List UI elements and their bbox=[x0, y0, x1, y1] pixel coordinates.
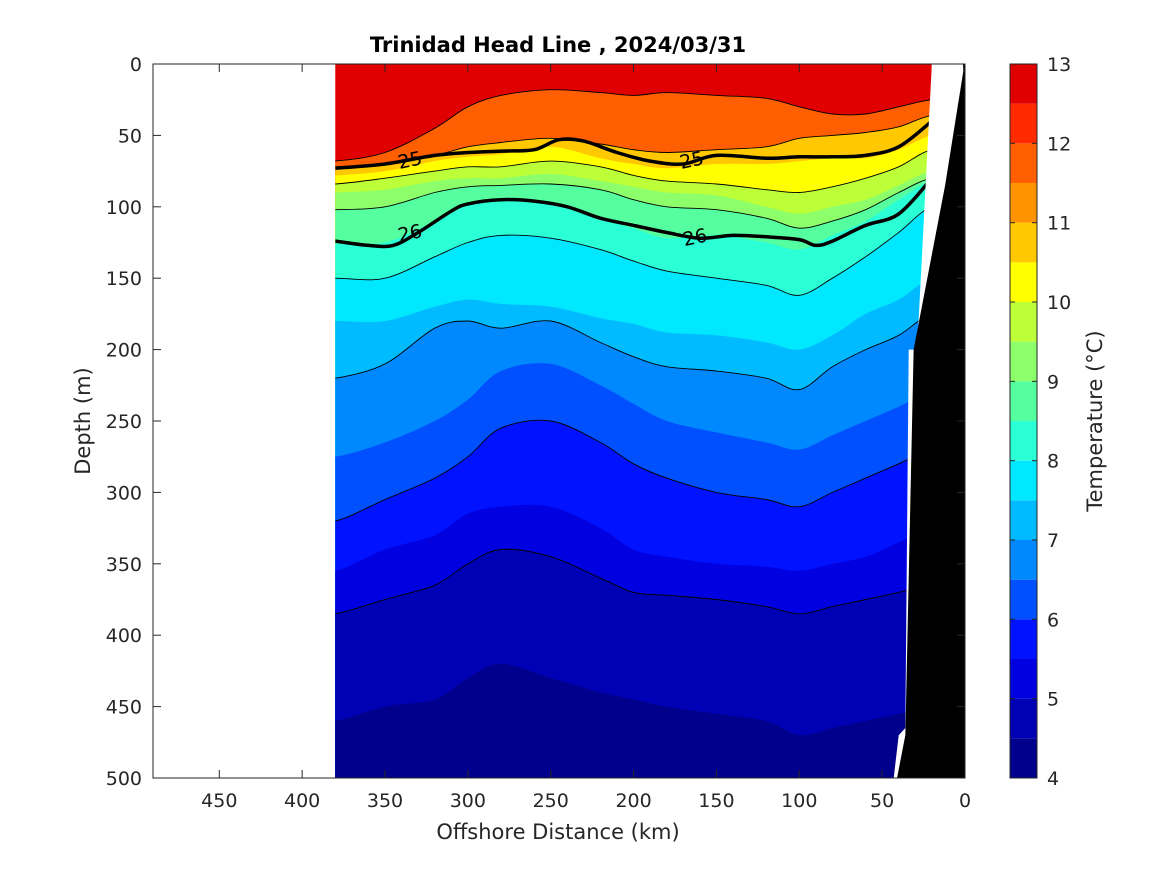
y-tick-label: 450 bbox=[106, 697, 142, 719]
isotherm-line bbox=[335, 313, 932, 391]
temperature-fill-layer bbox=[335, 64, 932, 778]
y-tick-label: 200 bbox=[106, 340, 142, 362]
y-axis-ticks: 0 50 100 150 200 250 300 350 400 450 500 bbox=[106, 54, 965, 790]
seafloor-layer bbox=[893, 64, 965, 778]
isotherm-line bbox=[335, 149, 932, 194]
colorbar-swatch bbox=[1010, 619, 1037, 659]
chart-title: Trinidad Head Line , 2024/03/31 bbox=[370, 33, 746, 57]
colorbar-swatch bbox=[1010, 738, 1037, 778]
colorbar-tick-label: 13 bbox=[1047, 54, 1071, 76]
colorbar-tick-label: 11 bbox=[1047, 213, 1071, 235]
colorbar-swatch bbox=[1010, 143, 1037, 183]
y-tick-label: 350 bbox=[106, 554, 142, 576]
y-tick-label: 0 bbox=[130, 54, 142, 76]
colorbar-swatch bbox=[1010, 103, 1037, 144]
y-tick-label: 500 bbox=[106, 768, 142, 790]
colorbar-swatch bbox=[1010, 659, 1037, 699]
y-tick-label: 400 bbox=[106, 625, 142, 647]
y-tick-label: 250 bbox=[106, 411, 142, 433]
colorbar-tick-label: 8 bbox=[1047, 451, 1059, 473]
density-contour-26 bbox=[335, 177, 932, 249]
temperature-band bbox=[335, 663, 932, 778]
x-tick-label: 0 bbox=[959, 790, 971, 812]
contour-labels-layer: 25 25 26 26 bbox=[396, 147, 709, 251]
colorbar-swatch bbox=[1010, 262, 1037, 302]
contour-label-text: 26 bbox=[681, 224, 709, 251]
colorbar-swatch bbox=[1010, 421, 1037, 461]
seafloor bbox=[897, 64, 965, 778]
colorbar-swatch bbox=[1010, 460, 1037, 501]
x-axis-label: Offshore Distance (km) bbox=[436, 820, 679, 844]
colorbar-tick-label: 5 bbox=[1047, 689, 1059, 711]
colorbar-swatch bbox=[1010, 381, 1037, 421]
y-axis-label: Depth (m) bbox=[71, 367, 95, 474]
colorbar-swatch bbox=[1010, 222, 1037, 263]
colorbar-tick-label: 6 bbox=[1047, 609, 1059, 631]
contour-label-text: 25 bbox=[396, 147, 424, 174]
colorbar-tick-label: 7 bbox=[1047, 530, 1059, 552]
x-tick-label: 150 bbox=[698, 790, 734, 812]
x-tick-label: 50 bbox=[870, 790, 894, 812]
contour-label-25: 25 bbox=[678, 147, 706, 174]
x-tick-label: 350 bbox=[367, 790, 403, 812]
x-tick-label: 250 bbox=[533, 790, 569, 812]
density-contours-layer bbox=[335, 119, 932, 249]
colorbar-swatch bbox=[1010, 64, 1037, 104]
colorbar-swatch bbox=[1010, 540, 1037, 580]
y-tick-label: 300 bbox=[106, 482, 142, 504]
x-tick-label: 300 bbox=[450, 790, 486, 812]
colorbar-tick-label: 9 bbox=[1047, 371, 1059, 393]
x-tick-label: 100 bbox=[781, 790, 817, 812]
isotherm-line bbox=[335, 548, 932, 615]
colorbar-swatch bbox=[1010, 579, 1037, 620]
colorbar-tick-label: 4 bbox=[1047, 768, 1059, 790]
isotherm-lines-layer bbox=[335, 89, 932, 615]
y-tick-label: 50 bbox=[118, 125, 142, 147]
colorbar-swatch bbox=[1010, 341, 1037, 382]
colorbar-label: Temperature (°C) bbox=[1083, 330, 1107, 512]
isotherm-line bbox=[335, 419, 932, 522]
contour-label-26: 26 bbox=[681, 224, 709, 251]
colorbar-swatch bbox=[1010, 183, 1037, 223]
colorbar-swatch bbox=[1010, 302, 1037, 342]
colorbar-frame bbox=[1009, 63, 1038, 779]
colorbar-swatch bbox=[1010, 500, 1037, 540]
contour-label-25: 25 bbox=[396, 147, 424, 174]
colorbar-tick-label: 10 bbox=[1047, 292, 1071, 314]
y-tick-label: 150 bbox=[106, 268, 142, 290]
contour-label-text: 25 bbox=[678, 147, 706, 174]
x-tick-label: 200 bbox=[615, 790, 651, 812]
isotherm-line bbox=[335, 206, 932, 296]
x-tick-label: 450 bbox=[201, 790, 237, 812]
colorbar: 4 5 6 7 8 9 10 11 12 13 bbox=[1009, 54, 1071, 790]
y-tick-label: 100 bbox=[106, 197, 142, 219]
colorbar-tick-label: 12 bbox=[1047, 133, 1071, 155]
isotherm-line bbox=[335, 177, 932, 229]
x-tick-label: 400 bbox=[284, 790, 320, 812]
contour-label-26: 26 bbox=[396, 220, 424, 247]
density-contour-25 bbox=[335, 119, 932, 170]
x-axis-ticks: 450 400 350 300 250 200 150 100 50 0 bbox=[201, 64, 971, 812]
contour-label-text: 26 bbox=[396, 220, 424, 247]
colorbar-swatch bbox=[1010, 698, 1037, 739]
isotherm-line bbox=[335, 89, 932, 162]
